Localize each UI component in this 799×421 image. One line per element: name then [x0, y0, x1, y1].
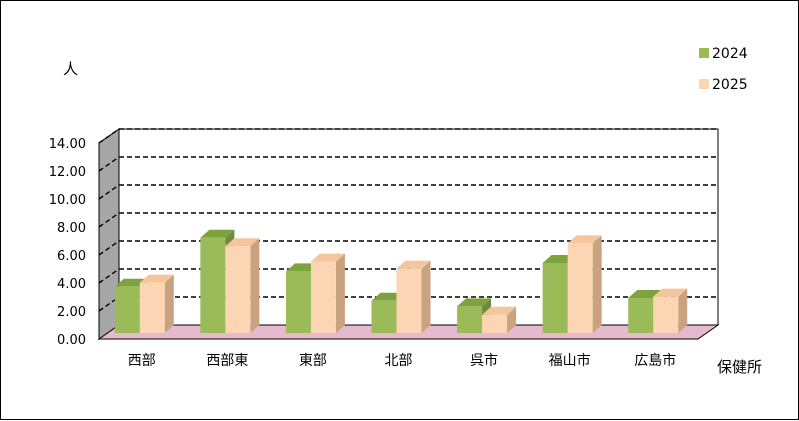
- bar-top: [457, 298, 492, 307]
- bar-top: [482, 306, 517, 315]
- y-axis-unit-label: 人: [63, 60, 78, 78]
- bar-2025-7: [653, 288, 688, 333]
- bar-2025-5: [482, 306, 517, 333]
- bar-2025-1: [139, 274, 174, 333]
- y-tick-label: 4.00: [57, 277, 86, 292]
- bar-top: [225, 238, 260, 247]
- bar-side: [507, 306, 517, 333]
- bar-front: [457, 306, 483, 333]
- bar-front: [396, 268, 422, 333]
- bar-front: [482, 314, 508, 333]
- bar-front: [567, 243, 593, 333]
- bar-top: [396, 260, 431, 269]
- y-tick-label: 10.00: [49, 193, 86, 208]
- bar-front: [285, 271, 311, 333]
- bar-side: [421, 260, 431, 333]
- bar-front: [225, 246, 251, 333]
- bar-front: [114, 286, 140, 333]
- y-axis-tick-labels: 0.00 2.00 4.00 6.00 8.00 10.00 12.00 14.00: [49, 137, 86, 348]
- bar-front: [628, 298, 654, 333]
- bar-2025-3: [310, 253, 345, 333]
- y-tick-label: 14.00: [49, 137, 86, 152]
- y-tick-label: 2.00: [57, 305, 86, 320]
- bar-side: [678, 288, 688, 333]
- bar-front: [371, 300, 397, 333]
- bar-2025-2: [225, 238, 260, 333]
- bar-side: [592, 235, 602, 333]
- gridline-side: [98, 268, 120, 284]
- x-tick-label: 東部: [299, 353, 327, 369]
- bars: [114, 229, 688, 333]
- y-tick-label: 0.00: [57, 333, 86, 348]
- gridline-side: [98, 240, 120, 256]
- x-tick-label: 呉市: [470, 352, 498, 369]
- bar-front: [542, 263, 568, 333]
- x-tick-label: 西部東: [206, 353, 248, 369]
- gridline-side: [98, 156, 120, 172]
- bar-top: [200, 229, 235, 238]
- y-tick-label: 8.00: [57, 221, 86, 236]
- bar-2025-6: [567, 235, 602, 333]
- gridline-side: [98, 212, 120, 228]
- bar-side: [335, 253, 345, 333]
- bar-side: [250, 238, 260, 333]
- legend-swatch: [699, 79, 709, 89]
- x-tick-label: 北部: [385, 353, 413, 369]
- y-tick-label: 12.00: [49, 165, 86, 180]
- x-axis-tick-labels: 西部 西部東 東部 北部 呉市 福山市 広島市: [128, 352, 676, 369]
- x-tick-label: 広島市: [634, 352, 676, 369]
- bar-front: [653, 296, 679, 333]
- bar-top: [567, 235, 602, 244]
- bar-front: [310, 261, 336, 333]
- x-tick-label: 福山市: [549, 352, 591, 369]
- legend: 2024 2025: [699, 46, 748, 93]
- legend-label: 2024: [712, 46, 748, 62]
- bar-top: [139, 274, 174, 283]
- gridline-side: [98, 184, 120, 200]
- legend-label: 2025: [712, 77, 748, 93]
- y-tick-label: 6.00: [57, 249, 86, 264]
- bar-top: [653, 288, 688, 297]
- bar-front: [200, 237, 226, 333]
- x-axis-label: 保健所: [717, 358, 762, 376]
- gridline-side: [98, 128, 120, 144]
- x-tick-label: 西部: [128, 353, 156, 369]
- legend-swatch: [699, 48, 709, 58]
- bar-side: [164, 274, 174, 333]
- bar-top: [628, 290, 663, 298]
- bar-2025-4: [396, 260, 431, 333]
- bar-top: [310, 253, 345, 262]
- bar-front: [139, 282, 165, 333]
